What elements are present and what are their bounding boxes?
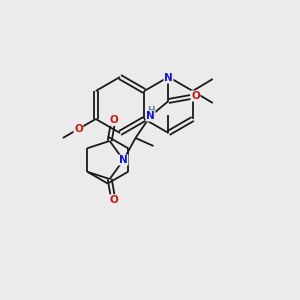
Text: N: N <box>164 73 173 83</box>
Text: O: O <box>109 195 118 205</box>
Text: O: O <box>191 91 200 101</box>
Text: O: O <box>109 115 118 125</box>
Text: N: N <box>119 155 128 165</box>
Text: O: O <box>74 124 83 134</box>
Text: N: N <box>146 111 155 121</box>
Text: H: H <box>147 106 154 115</box>
